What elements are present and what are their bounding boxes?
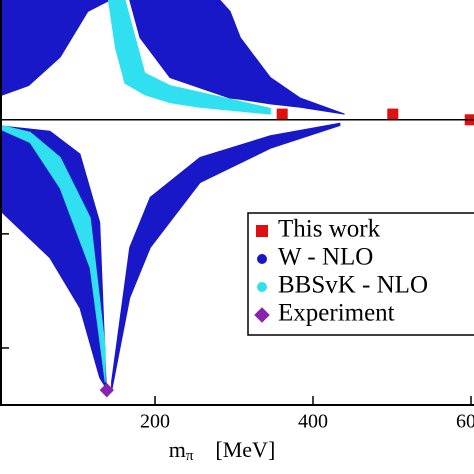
legend-marker [256,225,268,237]
data-point [276,108,288,120]
band-region [107,0,271,115]
legend-marker [257,282,267,292]
legend-box [247,212,474,336]
legend-label: This work [278,216,381,243]
band-region [111,122,341,392]
legend-marker [257,254,267,264]
x-tick-label: 400 [298,411,328,433]
axes: 200 400 600 [0,0,474,433]
x-label-unit: [MeV] [215,437,275,462]
legend-label: BBSvK - NLO [278,272,428,299]
band-region [0,0,111,97]
data-point [387,108,399,120]
band-region [0,124,106,383]
legend-marker [254,307,270,323]
legend-label: Experiment [278,300,395,327]
x-axis-label: mπ [MeV] [169,437,276,464]
x-tick-label: 600 [456,411,474,433]
x-label-main: m [169,437,186,462]
x-tick-label: 200 [140,411,170,433]
plot-area [0,0,474,398]
data-point [99,383,114,398]
band-region [129,0,345,115]
legend-label: W - NLO [278,244,373,271]
x-label-sub: π [186,448,194,464]
